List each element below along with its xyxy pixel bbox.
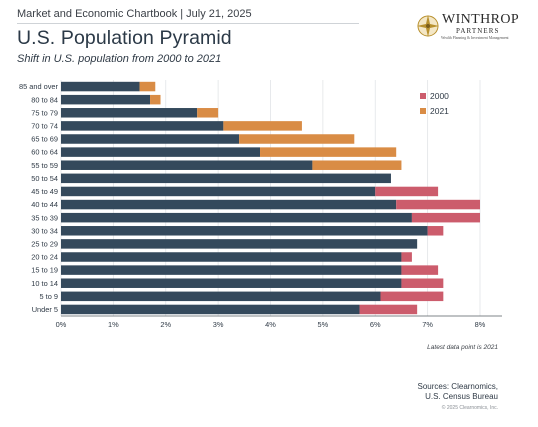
- legend-label: 2000: [430, 91, 449, 101]
- bar-common: [61, 81, 140, 92]
- y-category-label: 25 to 29: [31, 239, 58, 248]
- bar-2021-excess: [223, 121, 302, 131]
- bar-2000-excess: [396, 199, 480, 210]
- bar-2000-excess: [427, 226, 444, 236]
- bar-common: [61, 226, 428, 236]
- bar-2000-excess: [401, 278, 444, 288]
- company-logo: WINTHROP PARTNERS Wealth Planning & Inve…: [416, 12, 526, 46]
- bar-2021-excess: [239, 134, 355, 144]
- y-category-label: 40 to 44: [31, 200, 58, 209]
- chartbook-header: Market and Economic Chartbook | July 21,…: [17, 8, 252, 20]
- y-category-label: 35 to 39: [31, 213, 58, 222]
- bar-2021-excess: [150, 94, 161, 105]
- bar-common: [61, 212, 412, 223]
- bar-common: [61, 265, 402, 275]
- y-category-label: 45 to 49: [31, 187, 58, 196]
- legend-swatch: [420, 108, 426, 114]
- sources-line-2: U.S. Census Bureau: [425, 392, 498, 401]
- bar-common: [61, 94, 151, 105]
- logo-tagline: Wealth Planning & Investment Management: [441, 36, 509, 40]
- y-category-label: 55 to 59: [31, 161, 58, 170]
- bar-common: [61, 199, 397, 210]
- y-category-label: 20 to 24: [31, 253, 58, 262]
- x-tick-label: 7%: [422, 320, 433, 329]
- y-category-label: 30 to 34: [31, 226, 58, 235]
- bar-common: [61, 186, 376, 197]
- chart-title: U.S. Population Pyramid: [17, 27, 232, 49]
- bar-2021-excess: [197, 108, 219, 118]
- bar-common: [61, 252, 402, 262]
- y-category-label: 65 to 69: [31, 135, 58, 144]
- bar-common: [61, 239, 418, 249]
- bar-common: [61, 121, 224, 131]
- y-category-label: Under 5: [32, 305, 58, 314]
- sources-line-1: Sources: Clearnomics,: [417, 382, 498, 391]
- bar-common: [61, 173, 391, 184]
- bar-2000-excess: [375, 186, 439, 197]
- bar-2021-excess: [260, 147, 397, 157]
- bar-2021-excess: [312, 160, 402, 170]
- y-category-label: 5 to 9: [40, 292, 59, 301]
- logo-wordmark: WINTHROP: [442, 12, 520, 27]
- chart-subtitle: Shift in U.S. population from 2000 to 20…: [17, 53, 222, 65]
- bar-common: [61, 134, 240, 144]
- sources: Sources: Clearnomics, U.S. Census Bureau: [418, 382, 498, 402]
- y-category-label: 15 to 19: [31, 266, 58, 275]
- logo-subtitle: PARTNERS: [456, 27, 500, 35]
- header-divider: [17, 23, 359, 24]
- bar-common: [61, 160, 313, 170]
- copyright: © 2025 Clearnomics, Inc.: [441, 405, 498, 411]
- bar-common: [61, 108, 198, 118]
- bar-common: [61, 304, 360, 315]
- x-tick-label: 8%: [475, 320, 486, 329]
- bar-2000-excess: [401, 265, 439, 275]
- y-category-label: 70 to 74: [31, 121, 58, 130]
- x-tick-label: 3%: [213, 320, 224, 329]
- legend-label: 2021: [430, 106, 449, 116]
- data-note: Latest data point is 2021: [427, 344, 498, 351]
- x-tick-label: 0%: [56, 320, 67, 329]
- y-category-label: 10 to 14: [31, 279, 58, 288]
- x-tick-label: 1%: [108, 320, 119, 329]
- x-tick-label: 4%: [265, 320, 276, 329]
- y-category-label: 50 to 54: [31, 174, 58, 183]
- legend-swatch: [420, 93, 426, 99]
- bar-2021-excess: [139, 81, 156, 92]
- bar-common: [61, 291, 381, 302]
- bar-common: [61, 278, 402, 288]
- y-category-label: 80 to 84: [31, 95, 58, 104]
- y-category-label: 85 and over: [19, 82, 59, 91]
- bar-2000-excess: [380, 291, 444, 302]
- x-tick-label: 5%: [318, 320, 329, 329]
- x-tick-label: 6%: [370, 320, 381, 329]
- compass-rose-icon: [417, 15, 439, 37]
- y-category-label: 75 to 79: [31, 108, 58, 117]
- bar-2000-excess: [359, 304, 418, 315]
- bar-common: [61, 147, 261, 157]
- bar-2000-excess: [401, 252, 412, 262]
- bar-2000-excess: [411, 212, 480, 223]
- y-category-label: 60 to 64: [31, 148, 58, 157]
- x-tick-label: 2%: [160, 320, 171, 329]
